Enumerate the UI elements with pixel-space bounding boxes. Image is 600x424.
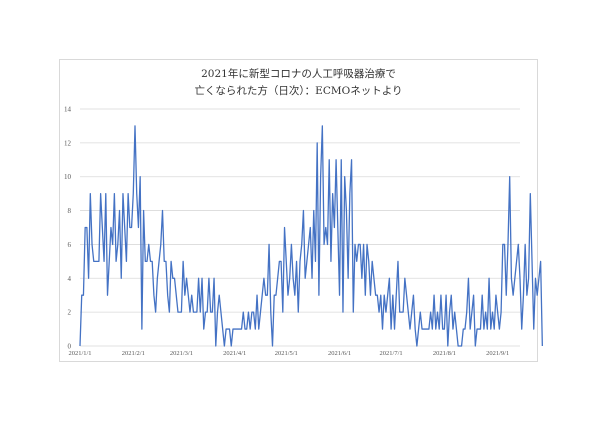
x-tick-label: 2021/3/1 bbox=[170, 350, 193, 357]
y-tick-label: 0 bbox=[68, 343, 72, 351]
x-tick-label: 2021/7/1 bbox=[380, 350, 403, 357]
y-tick-label: 2 bbox=[68, 309, 72, 317]
y-tick-label: 10 bbox=[64, 173, 72, 181]
y-tick-label: 8 bbox=[68, 207, 72, 215]
y-tick-label: 12 bbox=[64, 139, 72, 147]
gridlines bbox=[80, 108, 520, 347]
y-axis-labels: 0 2 4 6 8 10 12 14 bbox=[64, 106, 72, 351]
series-line-0 bbox=[79, 125, 543, 347]
chart-title-line-1: 2021年に新型コロナの人工呼吸器治療で bbox=[201, 68, 396, 80]
chart-title-line-2: 亡くなられた方（日次）：ECMOネットより bbox=[194, 85, 403, 97]
x-tick-label: 2021/2/1 bbox=[122, 350, 145, 357]
y-tick-label: 4 bbox=[68, 275, 72, 283]
chart-title: 2021年に新型コロナの人工呼吸器治療で 亡くなられた方（日次）：ECMOネット… bbox=[59, 66, 538, 100]
y-tick-label: 6 bbox=[68, 241, 72, 249]
x-axis-labels: 2021/1/1 2021/2/1 2021/3/1 2021/4/1 2021/5/1… bbox=[68, 350, 509, 357]
x-tick-label: 2021/4/1 bbox=[223, 350, 246, 357]
x-tick-label: 2021/6/1 bbox=[328, 350, 351, 357]
x-tick-label: 2021/9/1 bbox=[486, 350, 509, 357]
x-tick-label: 2021/8/1 bbox=[433, 350, 456, 357]
x-tick-label: 2021/5/1 bbox=[275, 350, 298, 357]
x-tick-label: 2021/1/1 bbox=[68, 350, 91, 357]
series-group bbox=[79, 125, 543, 347]
y-tick-label: 14 bbox=[64, 106, 72, 114]
